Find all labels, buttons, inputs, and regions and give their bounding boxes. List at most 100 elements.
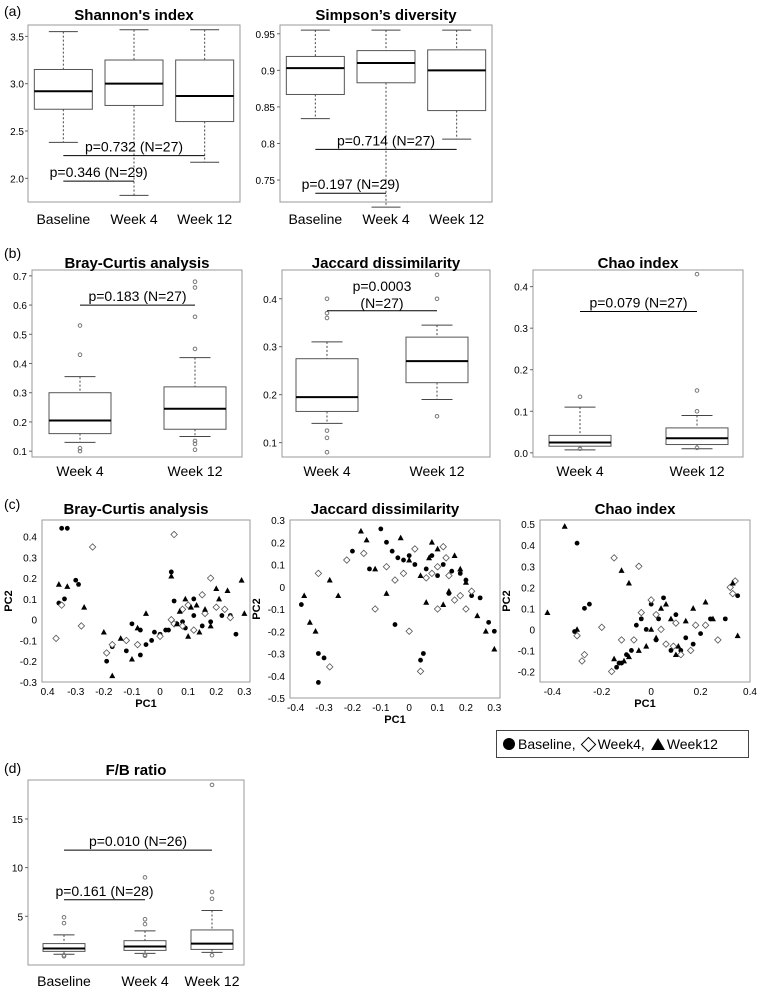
y-tick-label: 2.5 bbox=[10, 127, 24, 138]
outlier-point bbox=[694, 408, 700, 414]
y-tick-label: -0.4 bbox=[268, 672, 286, 683]
x-tick-label: 0 bbox=[406, 703, 412, 714]
y-tick-label: 0.5 bbox=[521, 520, 535, 531]
outlier-point bbox=[77, 448, 83, 454]
week12-point bbox=[213, 585, 220, 591]
plot-frame bbox=[27, 24, 241, 203]
baseline-point bbox=[152, 629, 157, 635]
plot-frame bbox=[27, 779, 245, 966]
box bbox=[190, 929, 234, 950]
outlier-point bbox=[192, 346, 198, 352]
category-label: Week 12 bbox=[168, 463, 223, 479]
baseline-point bbox=[420, 651, 426, 656]
week4-point bbox=[122, 636, 131, 645]
week4-point bbox=[445, 571, 453, 580]
x-axis-label: PC1 bbox=[634, 698, 655, 710]
chart-title: Simpson’s diversity bbox=[315, 7, 457, 24]
week4-point bbox=[657, 625, 665, 634]
plot-frame bbox=[279, 24, 493, 203]
chart-title: F/B ratio bbox=[106, 762, 167, 779]
week4-point bbox=[647, 596, 655, 604]
plot-frame bbox=[532, 269, 744, 458]
x-tick-label: -0.3 bbox=[315, 703, 333, 714]
week4-point bbox=[726, 583, 735, 592]
baseline-point bbox=[491, 628, 497, 634]
chart-title: Chao index bbox=[598, 255, 680, 272]
week12-point bbox=[143, 610, 149, 616]
week4-point bbox=[391, 576, 399, 584]
baseline-point bbox=[219, 613, 225, 618]
week4-point bbox=[635, 562, 643, 571]
week12-point bbox=[648, 626, 655, 632]
baseline-point bbox=[412, 562, 418, 567]
panel-label-c: (c) bbox=[4, 496, 21, 512]
outlier-point bbox=[434, 413, 440, 419]
baseline-point bbox=[350, 548, 355, 554]
y-tick-label: 0.5 bbox=[13, 330, 27, 341]
box bbox=[285, 55, 345, 95]
baseline-point bbox=[698, 631, 703, 637]
category-label: Week 4 bbox=[362, 211, 409, 227]
week4-point bbox=[405, 627, 413, 636]
y-tick-label: 0.3 bbox=[521, 562, 535, 573]
week12-point bbox=[709, 615, 716, 622]
p-value-label: p=0.079 (N=27) bbox=[589, 295, 687, 311]
baseline-point bbox=[149, 638, 155, 643]
p-value-label: p=0.732 (N=27) bbox=[85, 139, 183, 155]
outlier-point bbox=[142, 921, 148, 927]
week12-point bbox=[312, 628, 319, 634]
week4-point bbox=[190, 626, 198, 634]
baseline-point bbox=[406, 553, 412, 558]
x-tick-label: -0.4 bbox=[544, 687, 562, 698]
outlier-point bbox=[324, 449, 330, 455]
week4-point bbox=[728, 589, 737, 598]
week4-point bbox=[422, 574, 430, 582]
week12-point bbox=[81, 604, 88, 610]
y-tick-label: 0.1 bbox=[13, 447, 27, 458]
category-label: Week 4 bbox=[303, 463, 350, 479]
outlier-point bbox=[434, 296, 440, 302]
week12-point bbox=[474, 612, 481, 619]
outlier-point bbox=[77, 323, 83, 328]
chart-title: Bray-Curtis analysis bbox=[63, 501, 208, 518]
week4-point bbox=[607, 667, 616, 676]
week4-point bbox=[382, 562, 391, 571]
week4-point bbox=[226, 613, 235, 622]
baseline-point bbox=[208, 619, 214, 625]
baseline-point bbox=[638, 616, 644, 622]
outlier-point bbox=[61, 920, 67, 926]
baseline-point bbox=[648, 601, 654, 607]
y-tick-label: 0 bbox=[279, 583, 285, 594]
week12-point bbox=[643, 643, 650, 649]
week4-point bbox=[662, 640, 670, 648]
week12-point bbox=[434, 545, 441, 552]
category-label: Week 4 bbox=[56, 463, 103, 479]
baseline-point bbox=[401, 557, 406, 563]
week12-point bbox=[544, 609, 551, 615]
week4-point bbox=[672, 619, 680, 627]
week4-point bbox=[88, 543, 97, 551]
week12-point bbox=[663, 600, 669, 607]
week4-point bbox=[691, 621, 700, 629]
week12-point bbox=[734, 632, 741, 639]
week4-point bbox=[580, 650, 589, 659]
p-value-label: p=0.197 (N=29) bbox=[302, 176, 400, 192]
baseline-point bbox=[76, 581, 81, 587]
week4-point bbox=[450, 596, 459, 604]
week4-point bbox=[399, 569, 408, 578]
week12-point bbox=[574, 626, 581, 632]
baseline-point bbox=[616, 660, 622, 666]
x-tick-label: 0.1 bbox=[181, 687, 195, 698]
week12-point bbox=[682, 617, 689, 624]
week4-point bbox=[360, 549, 368, 558]
outlier-point bbox=[324, 435, 330, 441]
week12-point bbox=[445, 588, 452, 594]
week12-point bbox=[55, 581, 62, 587]
baseline-point bbox=[143, 642, 149, 648]
week12-point bbox=[618, 567, 625, 573]
baseline-point bbox=[673, 612, 679, 618]
baseline-point bbox=[163, 627, 169, 633]
box bbox=[33, 68, 93, 110]
outlier-point bbox=[192, 438, 198, 444]
y-tick-label: -0.1 bbox=[268, 605, 286, 616]
